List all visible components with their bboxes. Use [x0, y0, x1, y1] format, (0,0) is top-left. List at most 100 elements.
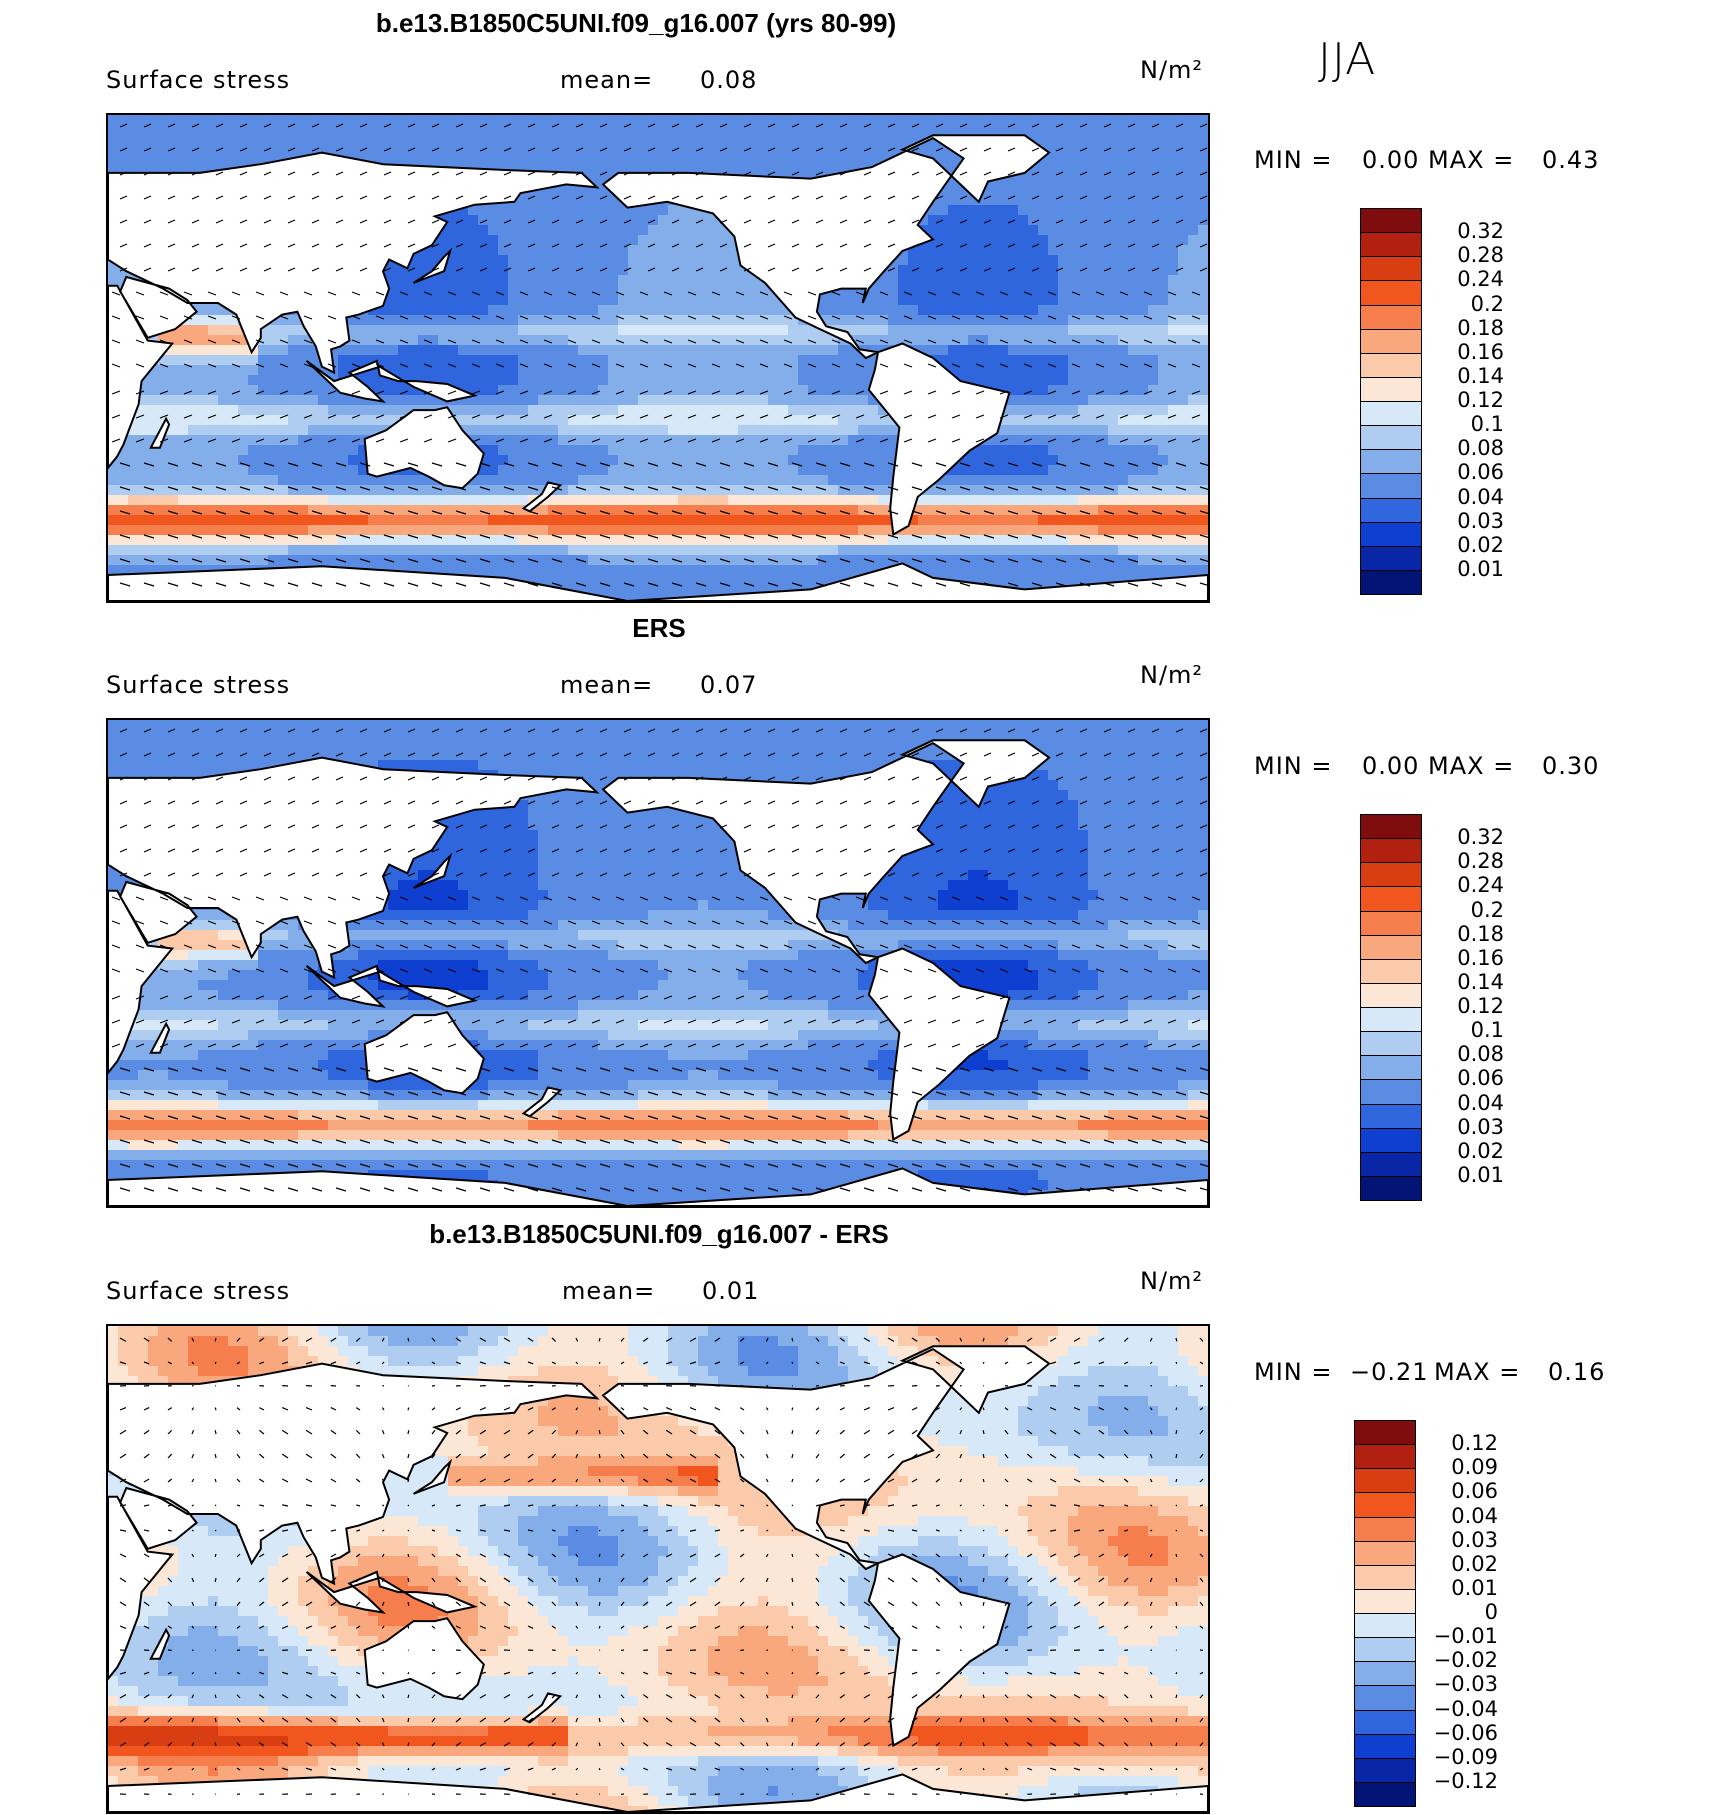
colorbar-tick-label: −0.03: [1433, 1672, 1498, 1697]
colorbar-tick-label: 0.03: [1451, 1527, 1498, 1552]
colorbar-tick-label: 0.14: [1457, 363, 1504, 388]
panel-3-min-value: −0.21: [1350, 1358, 1429, 1386]
colorbar-swatch: [1354, 1709, 1416, 1735]
colorbar-tick-label: 0.01: [1451, 1575, 1498, 1600]
panel-2-mean-label: mean=: [560, 671, 654, 699]
colorbar-swatch: [1360, 280, 1422, 306]
panel-1-mean-label: mean=: [560, 66, 654, 94]
colorbar-tick-label: 0.32: [1457, 825, 1504, 850]
panel-3-min-label: MIN =: [1254, 1358, 1333, 1386]
colorbar-tick-label: −0.01: [1433, 1624, 1498, 1649]
panel-1-variable: Surface stress: [106, 66, 291, 94]
panel-2-max-label: MAX =: [1428, 752, 1515, 780]
colorbar-tick-label: 0.32: [1457, 219, 1504, 244]
colorbar-swatch: [1360, 910, 1422, 936]
colorbar-tick-label: 0.2: [1470, 291, 1504, 316]
panel-2-mean-value: 0.07: [700, 671, 758, 699]
panel-3-mean-label: mean=: [562, 1277, 656, 1305]
colorbar-swatch: [1360, 256, 1422, 282]
colorbar-tick-label: 0.02: [1457, 532, 1504, 557]
colorbar-tick-label: −0.09: [1433, 1744, 1498, 1769]
panel-3-max-label: MAX =: [1434, 1358, 1521, 1386]
colorbar-tick-label: 0.28: [1457, 849, 1504, 874]
colorbar-tick-label: 0.06: [1457, 1066, 1504, 1091]
colorbar-swatch: [1360, 1127, 1422, 1153]
colorbar-swatch: [1360, 208, 1422, 234]
colorbar-tick-label: 0.16: [1457, 339, 1504, 364]
colorbar-swatch: [1354, 1588, 1416, 1614]
panel-2-variable: Surface stress: [106, 671, 291, 699]
colorbar-tick-label: 0.03: [1457, 508, 1504, 533]
colorbar-tick-label: 0.06: [1457, 460, 1504, 485]
colorbar-swatch: [1354, 1781, 1416, 1807]
panel-1-min-value: 0.00: [1362, 146, 1420, 174]
colorbar-tick-label: 0.1: [1470, 1018, 1504, 1043]
colorbar-swatch: [1354, 1733, 1416, 1759]
colorbar-tick-label: 0.08: [1457, 436, 1504, 461]
panel-1-max-value: 0.43: [1542, 146, 1600, 174]
panel-1-field: [108, 115, 1208, 601]
colorbar-swatch: [1360, 449, 1422, 475]
colorbar-swatch: [1360, 545, 1422, 571]
colorbar-swatch: [1354, 1420, 1416, 1446]
colorbar-swatch: [1360, 1151, 1422, 1177]
colorbar-swatch: [1360, 1031, 1422, 1057]
colorbar-tick-label: 0.16: [1457, 945, 1504, 970]
panel-1-colorbar: 0.32 0.28 0.24 0.2 0.18 0.16 0.14 0.12 0.1 0.08 0.…: [1360, 208, 1504, 595]
colorbar-tick-label: 0.04: [1457, 1090, 1504, 1115]
panel-3-mean-value: 0.01: [702, 1277, 760, 1305]
colorbar-swatch: [1354, 1444, 1416, 1470]
stress-vectors: [111, 123, 1208, 587]
colorbar-swatch: [1354, 1757, 1416, 1783]
coastlines: [108, 1345, 1208, 1812]
panel-2-title: ERS: [632, 613, 686, 643]
colorbar-swatch: [1354, 1540, 1416, 1566]
panel-3-colorbar: 0.12 0.09 0.06 0.04 0.03 0.02 0.01 0 −0.01 −0.02−…: [1354, 1420, 1498, 1807]
colorbar-swatch: [1354, 1516, 1416, 1542]
panel-3-map: [106, 1324, 1210, 1814]
panel-1-min-label: MIN =: [1254, 146, 1333, 174]
colorbar-swatch: [1360, 838, 1422, 864]
colorbar-swatch: [1360, 352, 1422, 378]
panel-2-map: [106, 718, 1210, 1208]
colorbar-tick-label: 0.01: [1457, 1162, 1504, 1187]
colorbar-swatch: [1354, 1637, 1416, 1663]
colorbar-swatch: [1360, 497, 1422, 523]
colorbar-swatch: [1354, 1685, 1416, 1711]
colorbar-tick-label: 0.14: [1457, 969, 1504, 994]
colorbar-tick-label: 0: [1484, 1600, 1498, 1624]
colorbar-tick-label: 0.02: [1457, 1138, 1504, 1163]
panel-3-max-value: 0.16: [1548, 1358, 1606, 1386]
colorbar-tick-label: 0.24: [1457, 267, 1504, 292]
panel-2-min-label: MIN =: [1254, 752, 1333, 780]
colorbar-tick-label: 0.02: [1451, 1551, 1498, 1576]
colorbar-swatch: [1360, 862, 1422, 888]
colorbar-swatch: [1360, 1103, 1422, 1129]
panel-3-title: b.e13.B1850C5UNI.f09_g16.007 - ERS: [429, 1219, 889, 1249]
colorbar-tick-label: 0.06: [1451, 1479, 1498, 1504]
panel-1-map: [106, 113, 1210, 603]
colorbar-tick-label: 0.03: [1457, 1114, 1504, 1139]
colorbar-swatch: [1354, 1468, 1416, 1494]
colorbar-swatch: [1360, 328, 1422, 354]
colorbar-swatch: [1360, 1079, 1422, 1105]
colorbar-tick-label: 0.1: [1470, 412, 1504, 437]
colorbar-swatch: [1360, 401, 1422, 427]
panel-1-max-label: MAX =: [1428, 146, 1515, 174]
panel-1-mean-value: 0.08: [700, 66, 758, 94]
colorbar-swatch: [1360, 425, 1422, 451]
colorbar-tick-label: 0.2: [1470, 897, 1504, 922]
colorbar-tick-label: 0.09: [1451, 1455, 1498, 1480]
colorbar-swatch: [1360, 376, 1422, 402]
season-label: JJA: [1318, 34, 1377, 85]
panel-3-variable: Surface stress: [106, 1277, 291, 1305]
colorbar-tick-label: 0.12: [1451, 1431, 1498, 1456]
panel-1-units: N/m²: [1140, 56, 1204, 84]
colorbar-swatch: [1360, 1055, 1422, 1081]
colorbar-swatch: [1360, 958, 1422, 984]
colorbar-tick-label: 0.18: [1457, 315, 1504, 340]
stress-vectors: [111, 728, 1208, 1192]
colorbar-swatch: [1354, 1613, 1416, 1639]
colorbar-swatch: [1360, 473, 1422, 499]
colorbar-tick-label: 0.24: [1457, 873, 1504, 898]
